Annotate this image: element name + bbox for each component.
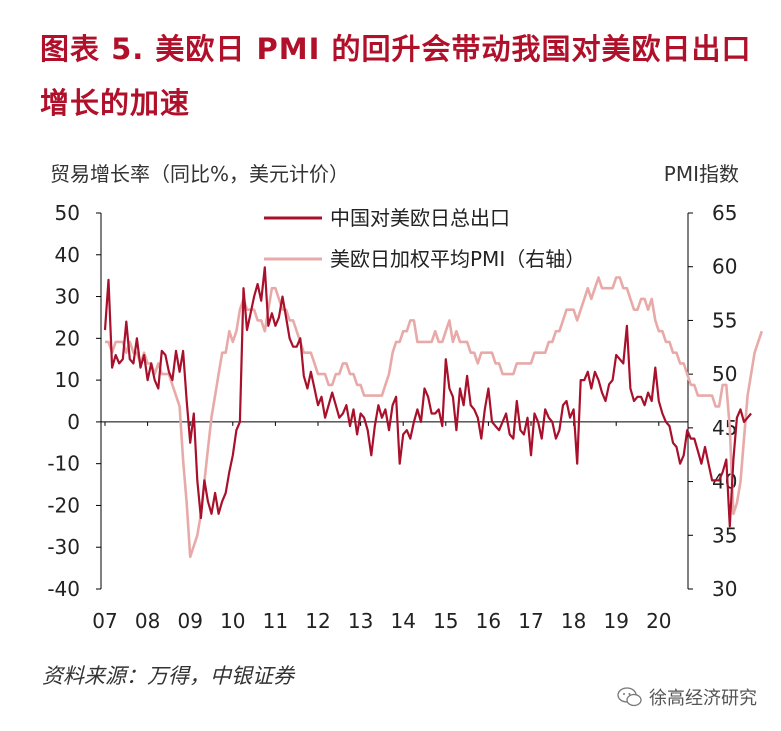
x-tick-label: 17 <box>518 609 543 633</box>
x-tick-label: 11 <box>263 609 288 633</box>
x-tick-label: 12 <box>305 609 330 633</box>
series-line-export <box>103 266 752 528</box>
left-axis-label: 贸易增长率（同比%，美元计价） <box>50 162 350 186</box>
left-tick-label: 10 <box>55 368 80 392</box>
x-tick-label: 09 <box>177 609 202 633</box>
x-tick-label: 15 <box>433 609 458 633</box>
right-tick-label: 45 <box>712 416 737 440</box>
x-tick-label: 10 <box>220 609 245 633</box>
right-tick-label: 30 <box>712 577 737 601</box>
x-tick-label: 14 <box>390 609 415 633</box>
right-tick-label: 65 <box>712 201 737 225</box>
wechat-icon <box>617 687 642 707</box>
right-axis-label: PMI指数 <box>663 162 739 186</box>
x-tick-label: 20 <box>646 609 671 633</box>
series-line-pmi <box>105 276 764 559</box>
left-tick-label: 0 <box>67 410 80 434</box>
left-tick-label: -10 <box>47 452 80 476</box>
watermark-text: 徐高经济研究 <box>649 688 757 709</box>
right-tick-label: 55 <box>712 308 737 332</box>
left-tick-label: -40 <box>47 577 80 601</box>
x-tick-label: 16 <box>476 609 501 633</box>
legend-label-export: 中国对美欧日总出口 <box>330 206 510 230</box>
left-tick-label: 50 <box>55 201 80 225</box>
left-tick-label: -20 <box>47 493 80 517</box>
x-tick-label: 19 <box>603 609 628 633</box>
x-tick-label: 13 <box>348 609 373 633</box>
left-tick-label: 40 <box>55 243 80 267</box>
watermark: 徐高经济研究 <box>617 684 757 710</box>
chart-title: 图表 5. 美欧日 PMI 的回升会带动我国对美欧日出口增长的加速 <box>40 32 752 120</box>
right-tick-label: 60 <box>712 255 737 279</box>
x-tick-label: 08 <box>135 609 160 633</box>
source-note: 资料来源：万得，中银证券 <box>42 664 294 688</box>
chart-series <box>103 266 764 559</box>
left-tick-label: -30 <box>47 535 80 559</box>
x-tick-label: 07 <box>92 609 117 633</box>
right-tick-label: 50 <box>712 362 737 386</box>
left-tick-label: 30 <box>55 285 80 309</box>
x-tick-label: 18 <box>561 609 586 633</box>
left-tick-label: 20 <box>55 326 80 350</box>
chart-axes: 50403020100-10-20-30-4065605550454035300… <box>47 201 737 633</box>
right-tick-label: 35 <box>712 523 737 547</box>
legend-label-pmi: 美欧日加权平均PMI（右轴） <box>330 247 585 271</box>
